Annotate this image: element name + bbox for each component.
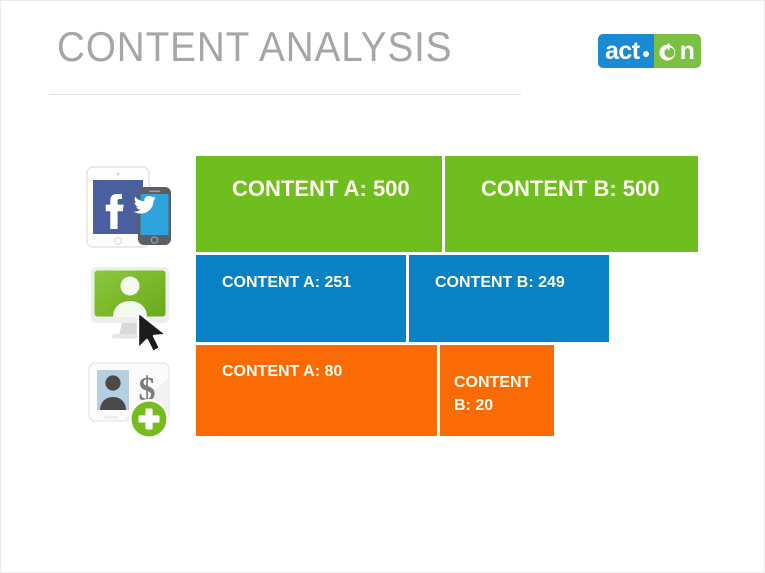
bar-segment-content-b: CONTENT B: 249 [409, 255, 609, 342]
bar-segment-content-a: CONTENT A: 500 [196, 156, 442, 252]
title-divider [49, 94, 521, 95]
bar-segment-label: CONTENT A: 80 [222, 363, 343, 380]
chart-row-social: CONTENT A: 500 CONTENT B: 500 [196, 156, 698, 252]
bar-segment-content-a: CONTENT A: 80 [196, 345, 437, 436]
logo-text-n: n [679, 36, 695, 65]
segment-divider [437, 345, 440, 436]
dot-icon [642, 51, 649, 57]
power-o-icon [658, 42, 679, 63]
bar-segment-label: CONTENT B: 249 [435, 274, 565, 291]
bar-segment-content-b: CONTENT B: 500 [445, 156, 698, 252]
bar-segment-label: CONTENT A: 251 [222, 274, 352, 291]
monitor-visitor-cursor-icon [85, 257, 189, 353]
chart-row-leads: CONTENT A: 80 CONTENT B: 20 [196, 345, 554, 436]
logo-green-chip: n [653, 34, 702, 68]
logo-text-act: act [605, 36, 640, 65]
bar-segment-label: CONTENT A: 500 [232, 176, 410, 201]
bar-segment-content-b: CONTENT B: 20 [440, 345, 554, 436]
segment-divider [406, 255, 409, 342]
act-on-logo: act n [598, 34, 702, 68]
segment-divider [442, 156, 445, 252]
social-tablet-phone-icon [81, 159, 185, 255]
svg-text:$: $ [139, 371, 156, 408]
bar-segment-label: CONTENT B: 20 [454, 374, 532, 415]
chart-row-visits: CONTENT A: 251 CONTENT B: 249 [196, 255, 609, 342]
bar-segment-content-a: CONTENT A: 251 [196, 255, 406, 342]
bar-segment-label: CONTENT B: 500 [481, 176, 660, 201]
page-title: CONTENT ANALYSIS [57, 23, 453, 70]
logo-blue-chip: act [598, 34, 654, 68]
lead-card-dollar-plus-icon: $ [83, 353, 187, 449]
